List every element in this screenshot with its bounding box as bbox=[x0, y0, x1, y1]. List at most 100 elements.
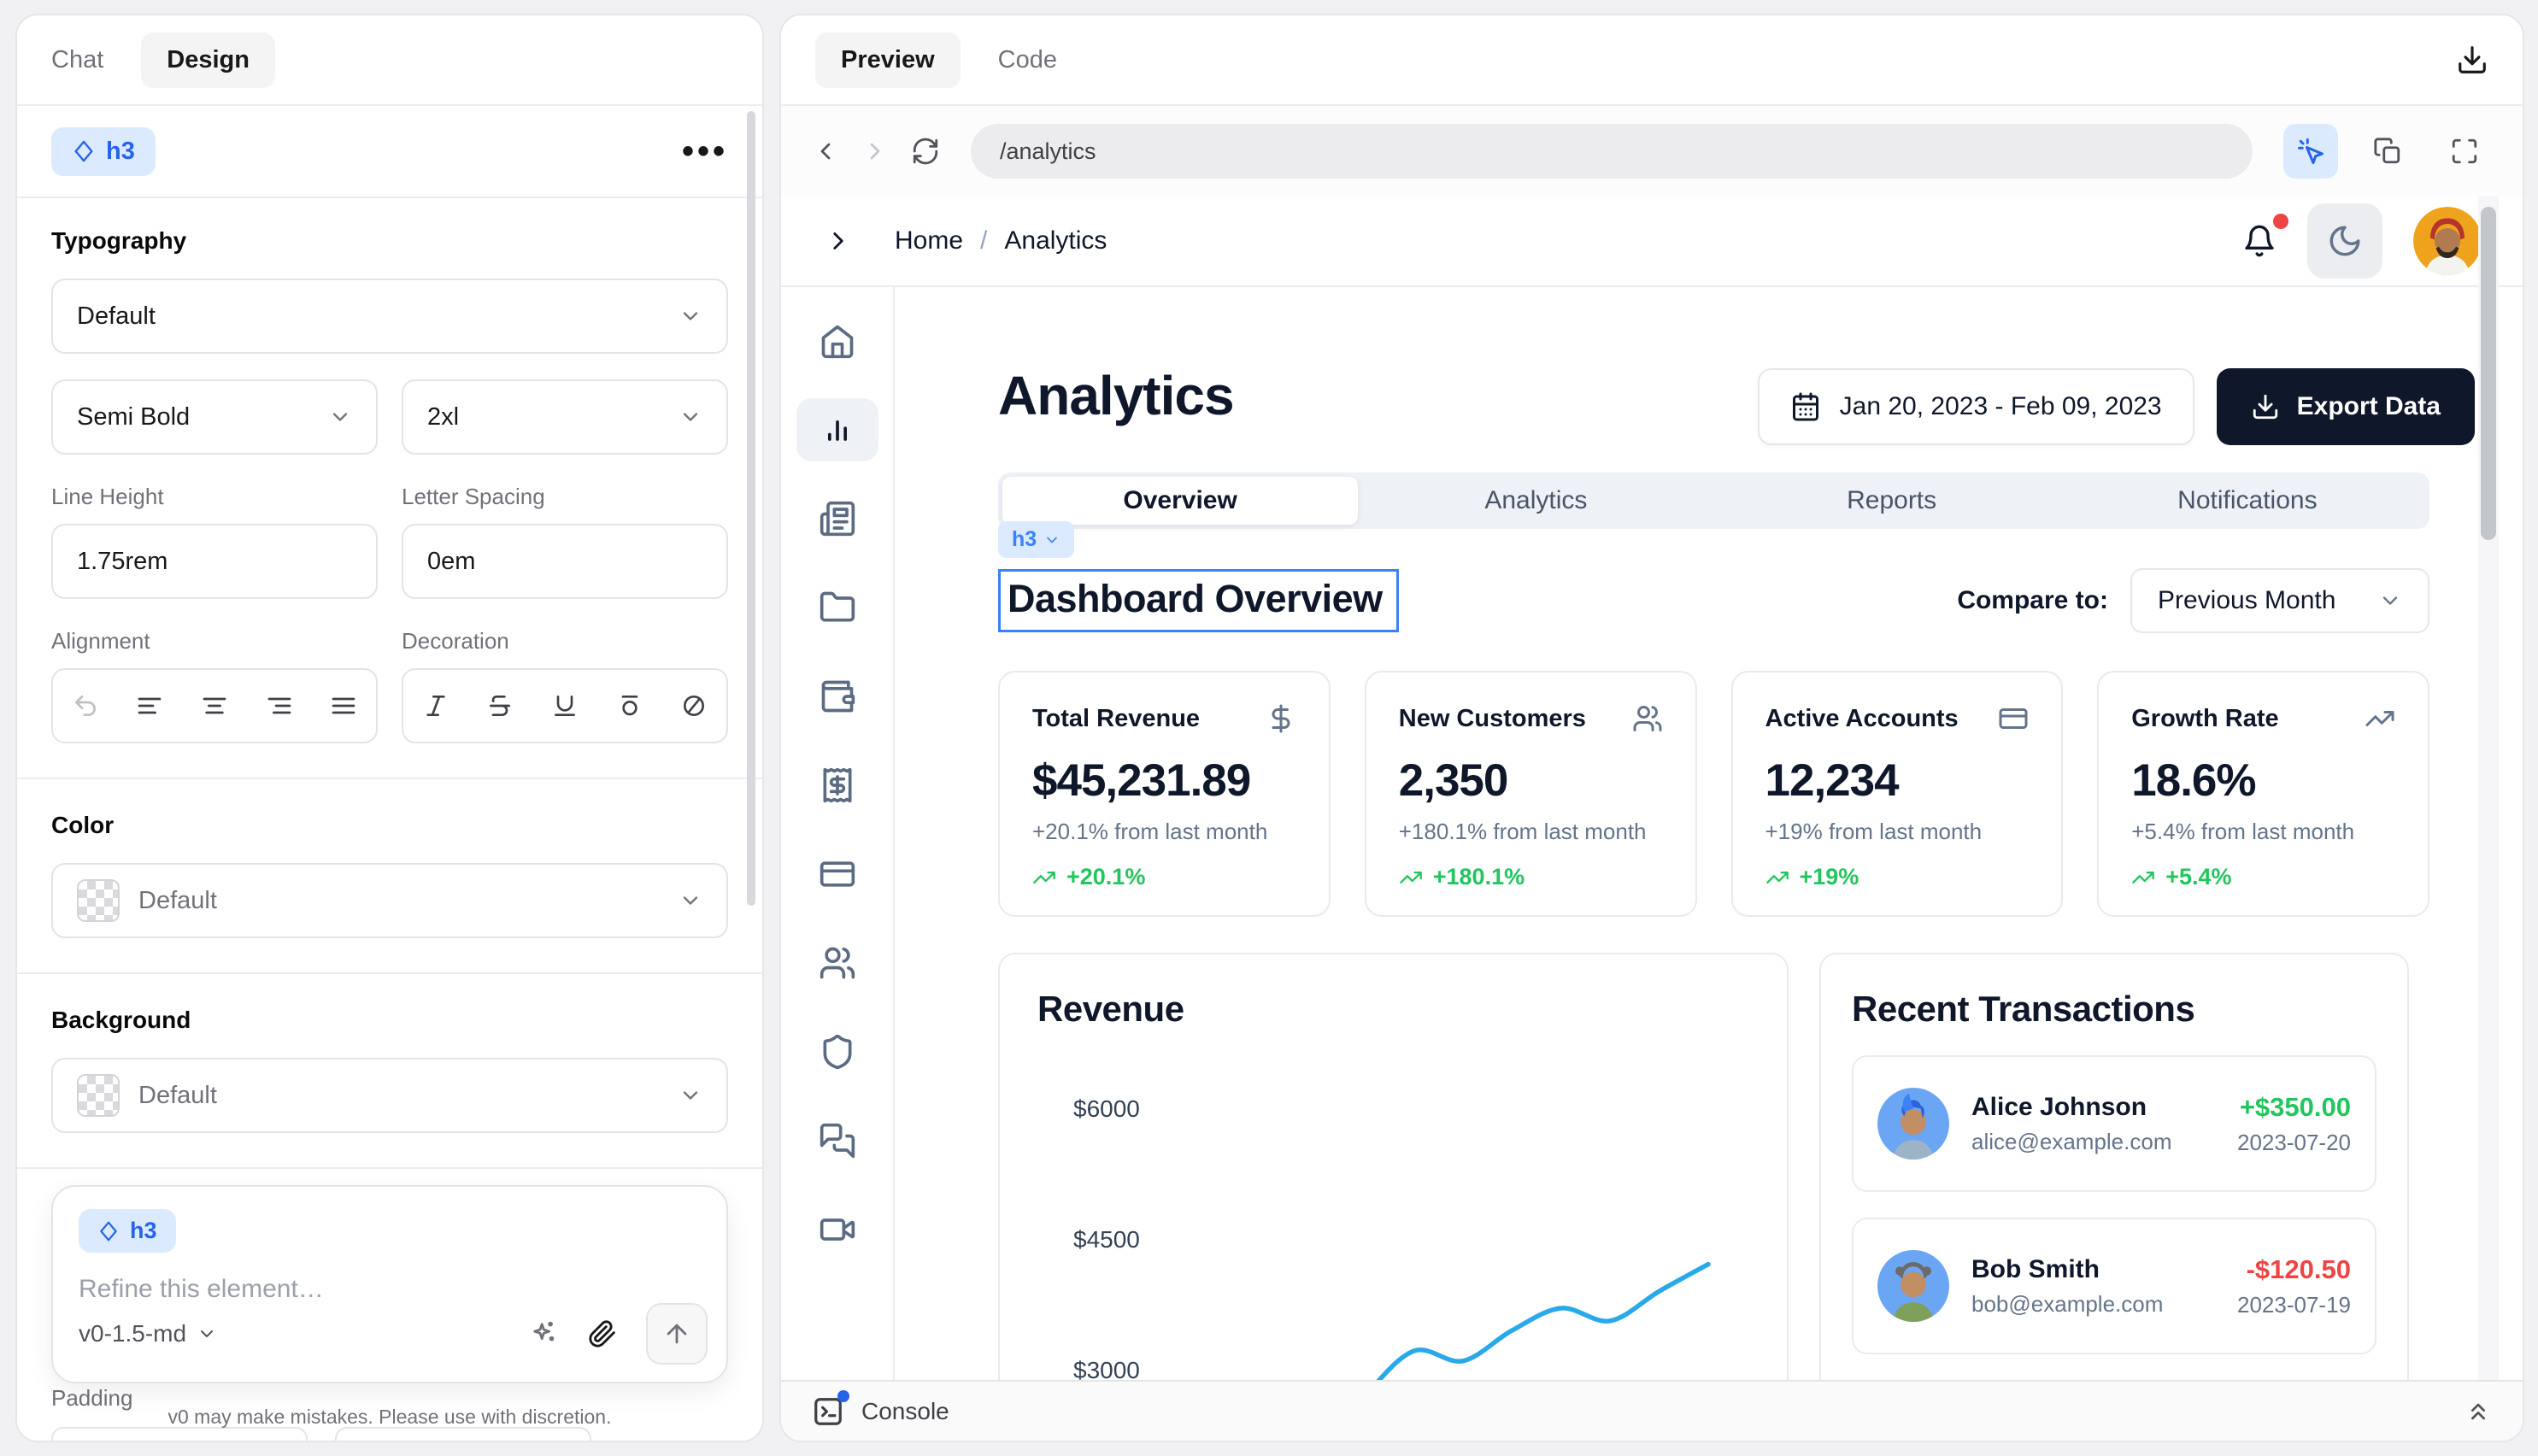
sidebar-item-files[interactable] bbox=[796, 576, 878, 639]
stat-trend-value: +20.1% bbox=[1066, 864, 1146, 889]
stat-card-growth-rate: Growth Rate 18.6% +5.4% from last month … bbox=[2097, 671, 2429, 917]
console-activity-dot bbox=[837, 1389, 849, 1402]
selected-tag-pill[interactable]: h3 bbox=[998, 521, 1075, 558]
copy-button[interactable] bbox=[2360, 124, 2415, 179]
preview-panel: Preview Code /analytics bbox=[779, 14, 2524, 1442]
svg-text:$4500: $4500 bbox=[1073, 1226, 1140, 1253]
no-decoration-icon[interactable] bbox=[680, 692, 708, 719]
forward-icon[interactable] bbox=[861, 138, 889, 165]
notifications-button[interactable] bbox=[2242, 214, 2288, 258]
sidebar-item-security[interactable] bbox=[796, 1020, 878, 1083]
chevrons-up-icon[interactable] bbox=[2465, 1398, 2492, 1425]
sidebar-item-messages[interactable] bbox=[796, 1109, 878, 1172]
background-swatch bbox=[77, 1074, 120, 1117]
back-icon[interactable] bbox=[812, 138, 839, 165]
compare-select[interactable]: Previous Month bbox=[2130, 568, 2429, 633]
export-data-button[interactable]: Export Data bbox=[2216, 368, 2475, 445]
tab-chat[interactable]: Chat bbox=[51, 45, 104, 73]
tab-notifications[interactable]: Notifications bbox=[2177, 486, 2318, 514]
download-icon bbox=[2253, 394, 2277, 420]
overline-icon[interactable] bbox=[616, 692, 643, 719]
notification-dot bbox=[2273, 214, 2288, 229]
stat-trend-value: +5.4% bbox=[2165, 864, 2232, 889]
console-bar[interactable]: Console bbox=[781, 1380, 2523, 1441]
export-data-label: Export Data bbox=[2296, 392, 2441, 420]
refresh-icon[interactable] bbox=[911, 137, 940, 166]
preview-scrollbar-track[interactable] bbox=[2478, 197, 2499, 1380]
background-select[interactable]: Default bbox=[51, 1058, 728, 1133]
tab-reports[interactable]: Reports bbox=[1847, 486, 1937, 514]
tab-analytics[interactable]: Analytics bbox=[1484, 486, 1588, 514]
moon-icon bbox=[2329, 226, 2360, 256]
align-right-icon[interactable] bbox=[266, 692, 293, 719]
line-height-input[interactable]: 1.75rem bbox=[51, 524, 378, 599]
sidebar-item-cards[interactable] bbox=[796, 842, 878, 906]
element-tag-badge[interactable]: h3 bbox=[51, 126, 156, 176]
undo-icon[interactable] bbox=[72, 692, 99, 719]
download-icon[interactable] bbox=[2456, 44, 2488, 76]
align-center-icon[interactable] bbox=[201, 692, 228, 719]
design-panel-scrollbar[interactable] bbox=[747, 111, 755, 906]
sidebar-item-home[interactable] bbox=[796, 309, 878, 373]
stat-title: New Customers bbox=[1398, 704, 1586, 732]
section-heading-selected[interactable]: Dashboard Overview bbox=[998, 569, 1399, 632]
font-size-select[interactable]: 2xl bbox=[402, 379, 728, 455]
sidebar-item-customers[interactable] bbox=[796, 931, 878, 995]
preview-scrollbar-thumb[interactable] bbox=[2481, 207, 2496, 540]
transaction-amount: +$350.00 bbox=[2239, 1091, 2351, 1122]
sidebar-item-receipts[interactable] bbox=[796, 754, 878, 817]
tab-code[interactable]: Code bbox=[997, 45, 1057, 73]
font-weight-value: Semi Bold bbox=[77, 402, 191, 431]
svg-text:$6000: $6000 bbox=[1073, 1095, 1140, 1122]
inspect-cursor-button[interactable] bbox=[2283, 124, 2338, 179]
breadcrumb-home[interactable]: Home bbox=[895, 226, 964, 255]
transaction-row[interactable]: Bob Smith bob@example.com -$120.50 2023-… bbox=[1852, 1218, 2376, 1354]
more-options-icon[interactable]: ••• bbox=[681, 132, 728, 170]
chevron-down-icon bbox=[683, 413, 698, 421]
credit-card-icon bbox=[820, 861, 855, 887]
padding-y-input[interactable]: 0px bbox=[335, 1427, 591, 1441]
sidebar-item-news[interactable] bbox=[796, 487, 878, 550]
selected-element-row: h3 ••• bbox=[17, 106, 762, 198]
letter-spacing-input[interactable]: 0em bbox=[402, 524, 728, 599]
font-weight-select[interactable]: Semi Bold bbox=[51, 379, 378, 455]
trending-up-icon bbox=[1765, 871, 1789, 884]
tab-overview[interactable]: Overview bbox=[1002, 477, 1359, 525]
padding-x-input[interactable]: 0px bbox=[51, 1427, 308, 1441]
align-left-icon[interactable] bbox=[136, 692, 163, 719]
date-range-button[interactable]: Jan 20, 2023 - Feb 09, 2023 bbox=[1757, 368, 2194, 445]
transaction-email: alice@example.com bbox=[1971, 1128, 2172, 1154]
sidebar-toggle-icon[interactable] bbox=[781, 226, 895, 255]
user-avatar[interactable] bbox=[2413, 207, 2482, 275]
model-selector[interactable]: v0-1.5-md bbox=[79, 1320, 217, 1347]
theme-toggle-button[interactable] bbox=[2307, 203, 2382, 279]
sidebar-item-video[interactable] bbox=[796, 1198, 878, 1261]
underline-icon[interactable] bbox=[551, 692, 579, 719]
diamond-icon bbox=[100, 1221, 117, 1241]
strikethrough-icon[interactable] bbox=[486, 692, 514, 719]
sparkles-icon[interactable] bbox=[530, 1319, 559, 1348]
color-select[interactable]: Default bbox=[51, 863, 728, 938]
transaction-row[interactable]: Alice Johnson alice@example.com +$350.00… bbox=[1852, 1055, 2376, 1192]
transaction-name: Alice Johnson bbox=[1971, 1092, 2147, 1121]
compare-value: Previous Month bbox=[2158, 586, 2336, 614]
font-family-select[interactable]: Default bbox=[51, 279, 728, 354]
chat-input[interactable]: Refine this element… bbox=[79, 1275, 324, 1303]
paperclip-icon[interactable] bbox=[588, 1319, 617, 1348]
breadcrumb-separator: / bbox=[980, 226, 988, 255]
font-family-value: Default bbox=[77, 302, 156, 330]
align-justify-icon[interactable] bbox=[330, 692, 357, 719]
url-bar[interactable]: /analytics bbox=[971, 124, 2253, 179]
send-button[interactable] bbox=[646, 1303, 708, 1365]
element-tag-label: h3 bbox=[106, 137, 135, 165]
bell-icon bbox=[2245, 225, 2274, 257]
tab-design[interactable]: Design bbox=[141, 32, 275, 88]
chat-element-tag-badge[interactable]: h3 bbox=[79, 1209, 176, 1253]
newspaper-icon bbox=[820, 501, 855, 537]
tab-preview[interactable]: Preview bbox=[815, 32, 961, 88]
sidebar-item-wallet[interactable] bbox=[796, 665, 878, 728]
sidebar-item-analytics[interactable] bbox=[796, 398, 878, 461]
chevron-down-icon bbox=[683, 896, 698, 905]
italic-icon[interactable] bbox=[422, 692, 449, 719]
fullscreen-button[interactable] bbox=[2437, 124, 2492, 179]
